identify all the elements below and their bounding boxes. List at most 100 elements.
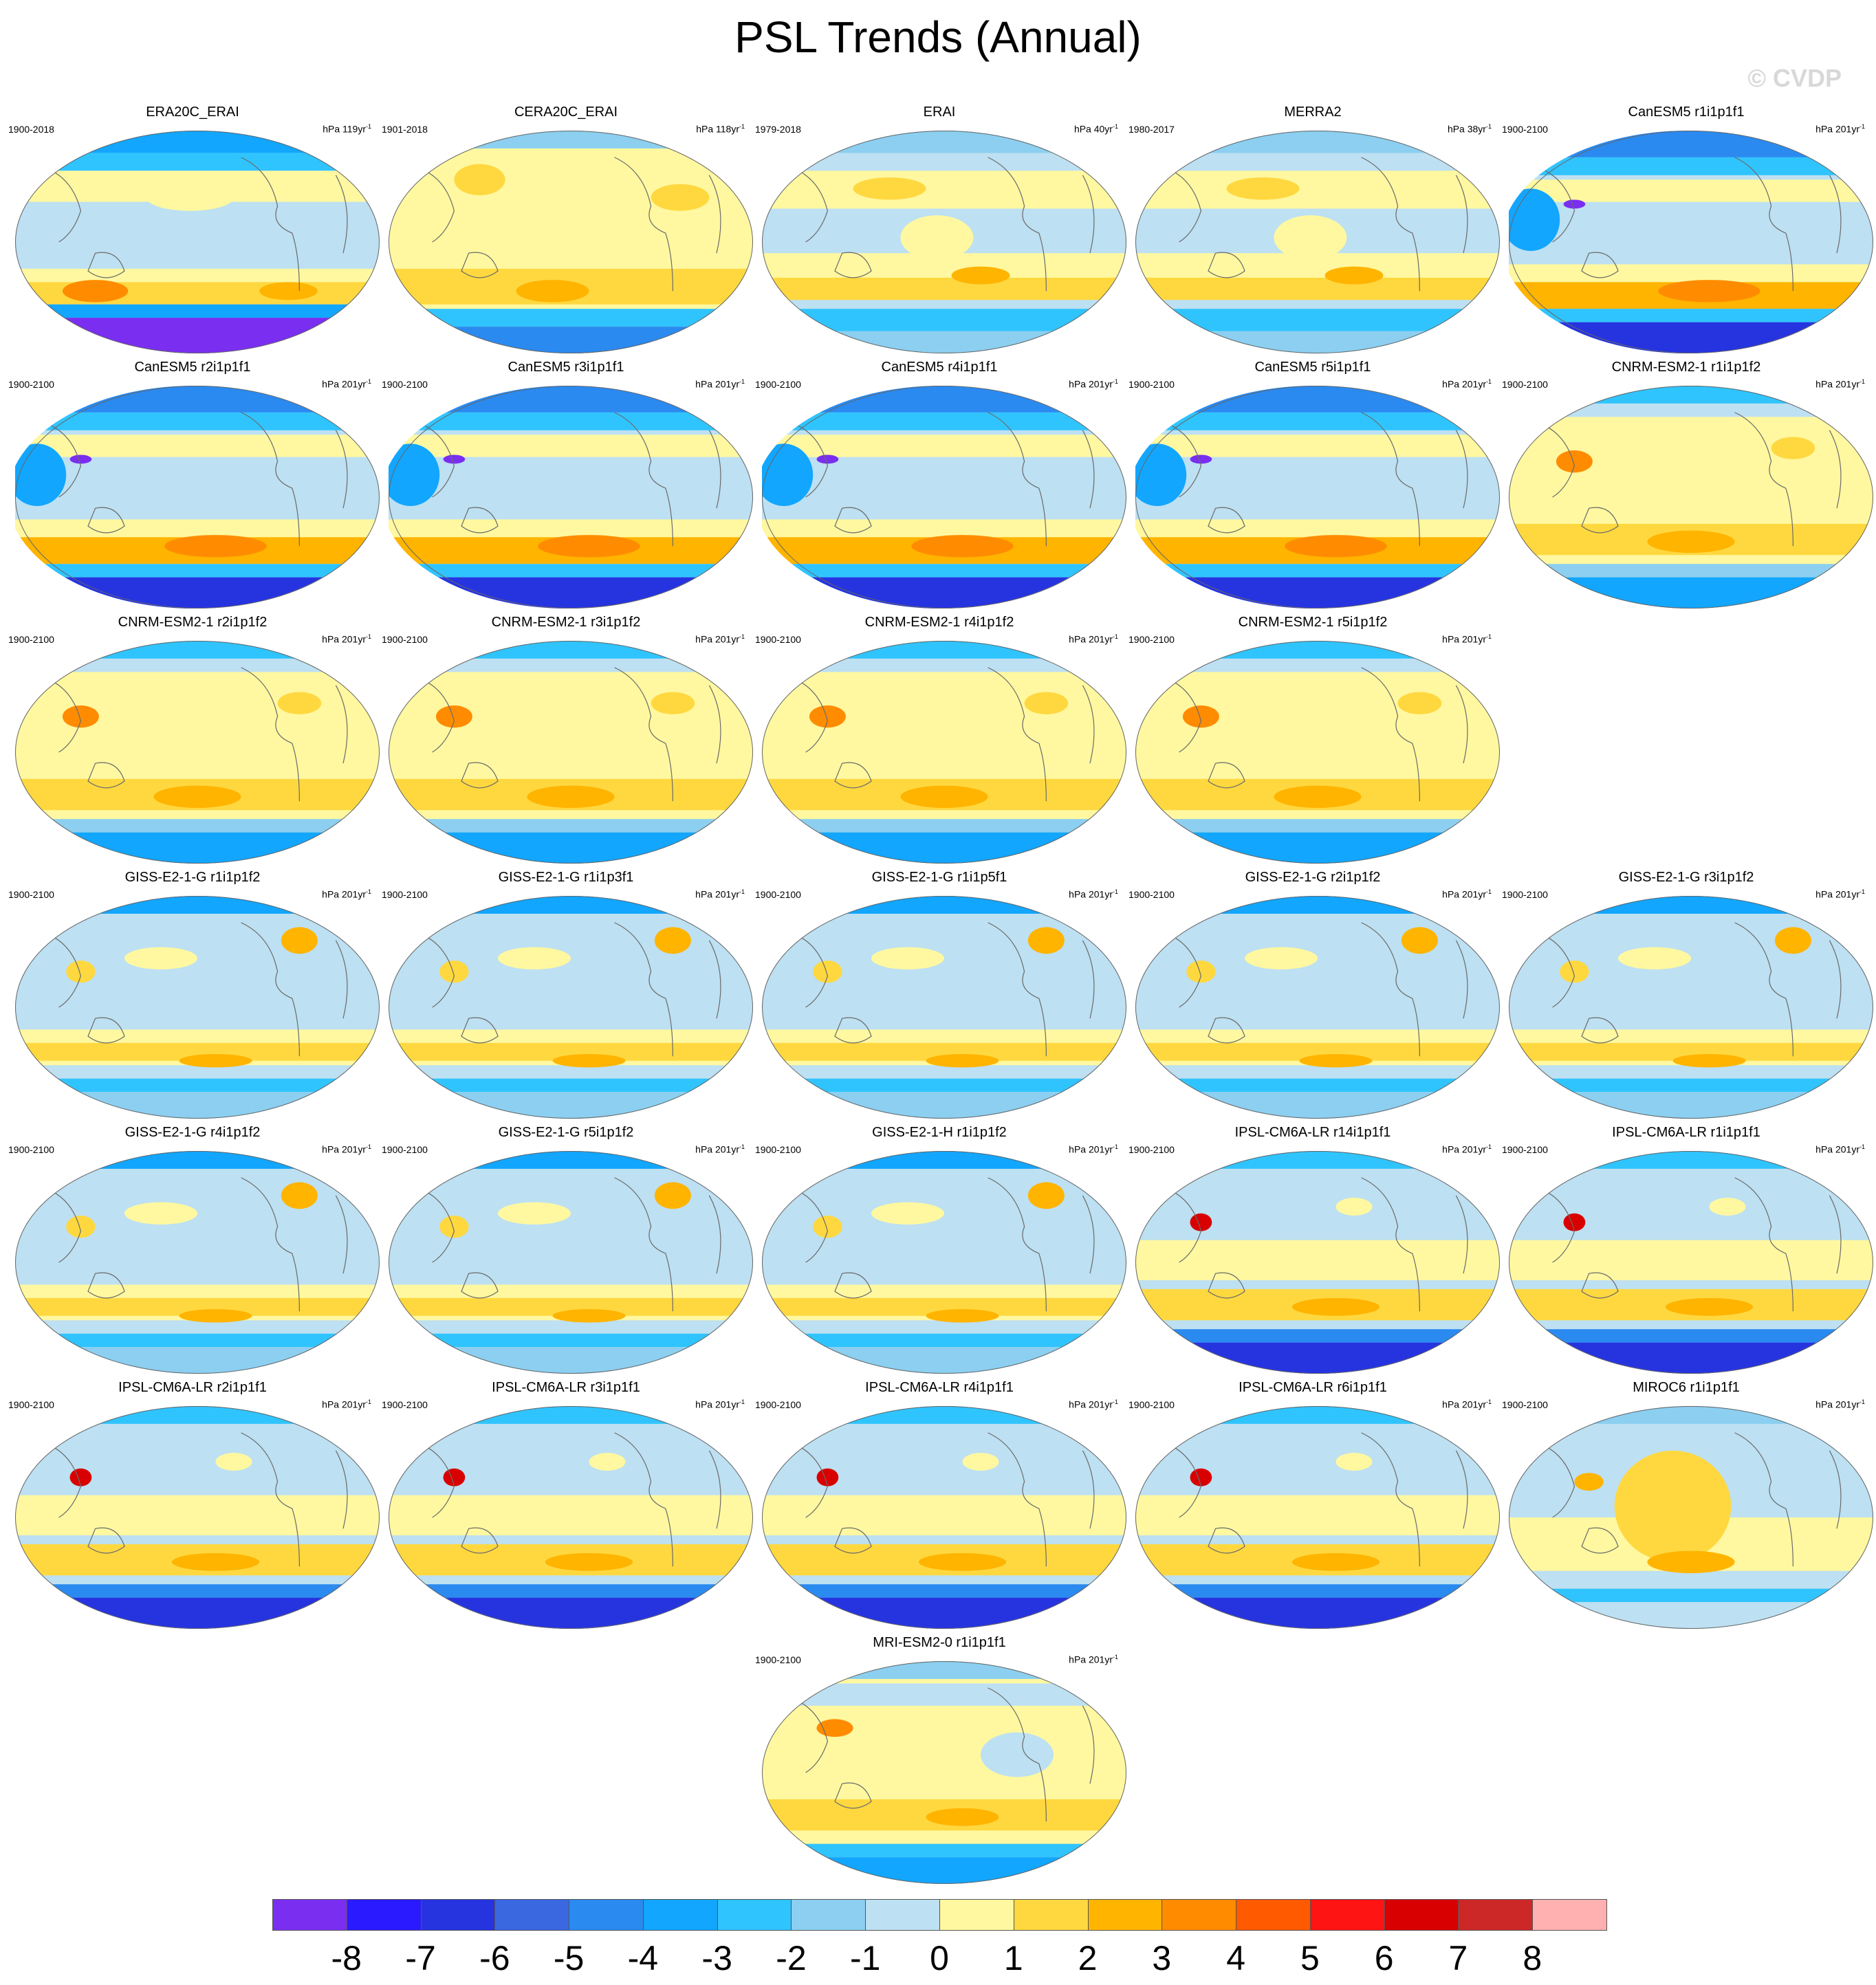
map-panel: GISS-E2-1-G r5i1p1f2 1900-2100 hPa 201yr-1 — [380, 1121, 753, 1374]
panel-units: hPa 119yr-1 — [323, 123, 371, 135]
map-border — [762, 896, 1126, 1119]
map-panel: GISS-E2-1-G r3i1p1f2 1900-2100 hPa 201yr-1 — [1501, 866, 1873, 1119]
watermark: © CVDP — [1747, 64, 1842, 92]
map-border — [762, 1151, 1126, 1374]
map-field — [1135, 896, 1500, 1119]
colorbar-swatch — [642, 1899, 718, 1931]
map-border — [1509, 896, 1873, 1119]
panel-period: 1979-2018 — [755, 124, 801, 135]
panel-period: 1900-2100 — [1128, 1399, 1175, 1410]
map-panel: IPSL-CM6A-LR r4i1p1f1 1900-2100 hPa 201yr-… — [754, 1376, 1126, 1629]
map-panel: CNRM-ESM2-1 r3i1p1f2 1900-2100 hPa 201yr-1 — [380, 611, 753, 864]
map-panel: MERRA2 1980-2017 hPa 38yr-1 — [1127, 100, 1500, 353]
colorbar-swatch — [1458, 1899, 1534, 1931]
map-image — [15, 1406, 380, 1629]
map-border — [1509, 1406, 1873, 1629]
panel-title: ERAI — [923, 105, 956, 120]
map-panel: ERA20C_ERAI 1900-2018 hPa 119yr-1 — [7, 100, 380, 353]
panel-title: GISS-E2-1-G r3i1p1f2 — [1618, 870, 1754, 885]
panel-title: CanESM5 r5i1p1f1 — [1254, 360, 1371, 375]
panel-period: 1900-2018 — [8, 124, 54, 135]
map-image — [1135, 386, 1500, 608]
map-field — [1135, 1406, 1500, 1629]
map-field — [1135, 386, 1500, 608]
map-image — [762, 641, 1126, 864]
map-image — [15, 1151, 380, 1374]
panel-title: IPSL-CM6A-LR r1i1p1f1 — [1612, 1125, 1760, 1140]
panel-title: MIROC6 r1i1p1f1 — [1633, 1380, 1740, 1395]
panel-title: CNRM-ESM2-1 r2i1p1f2 — [118, 615, 268, 630]
panel-period: 1900-2100 — [8, 634, 54, 645]
panel-units: hPa 201yr-1 — [322, 378, 371, 390]
map-panel: CanESM5 r2i1p1f1 1900-2100 hPa 201yr-1 — [7, 355, 380, 608]
map-field — [762, 131, 1126, 353]
map-field — [15, 641, 380, 864]
map-border — [15, 1151, 380, 1374]
panel-title: GISS-E2-1-G r2i1p1f2 — [1245, 870, 1381, 885]
panel-units: hPa 201yr-1 — [695, 1143, 745, 1155]
panel-title: GISS-E2-1-G r4i1p1f2 — [124, 1125, 261, 1140]
map-border — [15, 1406, 380, 1629]
map-field — [15, 386, 380, 608]
colorbar-swatch — [939, 1899, 1014, 1931]
colorbar-swatch — [346, 1899, 422, 1931]
map-image — [762, 1406, 1126, 1629]
map-panel: ERAI 1979-2018 hPa 40yr-1 — [754, 100, 1126, 353]
map-border — [15, 131, 380, 353]
map-panel: GISS-E2-1-G r2i1p1f2 1900-2100 hPa 201yr-1 — [1127, 866, 1500, 1119]
map-image — [389, 386, 753, 608]
panel-units: hPa 118yr-1 — [696, 123, 745, 135]
panel-title: CanESM5 r3i1p1f1 — [508, 360, 624, 375]
map-image — [15, 131, 380, 353]
panel-units: hPa 201yr-1 — [1442, 1399, 1492, 1410]
map-border — [389, 386, 753, 608]
map-image — [389, 1151, 753, 1374]
map-image — [15, 896, 380, 1119]
panel-units: hPa 201yr-1 — [1442, 633, 1492, 645]
panel-period: 1900-2100 — [755, 634, 801, 645]
panel-period: 1900-2100 — [1128, 1144, 1175, 1155]
colorbar-tick-label: -2 — [776, 1939, 807, 1977]
colorbar-tick-label: 6 — [1374, 1939, 1394, 1977]
panel-units: hPa 201yr-1 — [322, 1399, 371, 1410]
map-image — [762, 896, 1126, 1119]
map-image — [389, 1406, 753, 1629]
map-image — [15, 641, 380, 864]
map-field — [1135, 641, 1500, 864]
map-image — [762, 1151, 1126, 1374]
map-border — [389, 1151, 753, 1374]
panel-title: CanESM5 r1i1p1f1 — [1628, 105, 1745, 120]
map-field — [1509, 1151, 1873, 1374]
colorbar-tick-label: -5 — [553, 1939, 585, 1977]
map-field — [762, 1151, 1126, 1374]
map-panel: MRI-ESM2-0 r1i1p1f1 1900-2100 hPa 201yr-1 — [754, 1631, 1126, 1884]
panel-units: hPa 201yr-1 — [1815, 888, 1865, 900]
panel-period: 1900-2100 — [1128, 379, 1175, 390]
map-panel: CNRM-ESM2-1 r4i1p1f2 1900-2100 hPa 201yr-1 — [754, 611, 1126, 864]
panel-period: 1900-2100 — [382, 889, 428, 900]
map-image — [15, 386, 380, 608]
panel-title: IPSL-CM6A-LR r14i1p1f1 — [1234, 1125, 1391, 1140]
colorbar-tick-label: 3 — [1152, 1939, 1172, 1977]
colorbar-swatch — [1384, 1899, 1459, 1931]
map-field — [762, 896, 1126, 1119]
panel-title: GISS-E2-1-G r1i1p1f2 — [124, 870, 261, 885]
map-border — [1509, 1151, 1873, 1374]
panel-units: hPa 40yr-1 — [1073, 123, 1118, 135]
map-field — [1509, 131, 1873, 353]
colorbar-swatch — [494, 1899, 570, 1931]
map-field — [762, 1406, 1126, 1629]
map-border — [1135, 1406, 1500, 1629]
colorbar-tick-label: -8 — [331, 1939, 362, 1977]
colorbar-tick-label: 1 — [1003, 1939, 1023, 1977]
map-panel: CNRM-ESM2-1 r2i1p1f2 1900-2100 hPa 201yr-1 — [7, 611, 380, 864]
colorbar-swatch — [1087, 1899, 1163, 1931]
map-panel: IPSL-CM6A-LR r6i1p1f1 1900-2100 hPa 201yr-… — [1127, 1376, 1500, 1629]
map-field — [1135, 131, 1500, 353]
map-border — [15, 896, 380, 1119]
colorbar-swatch — [1532, 1899, 1607, 1931]
map-field — [1509, 1406, 1873, 1629]
map-panel: GISS-E2-1-G r1i1p1f2 1900-2100 hPa 201yr-1 — [7, 866, 380, 1119]
map-image — [762, 131, 1126, 353]
map-field — [389, 386, 753, 608]
